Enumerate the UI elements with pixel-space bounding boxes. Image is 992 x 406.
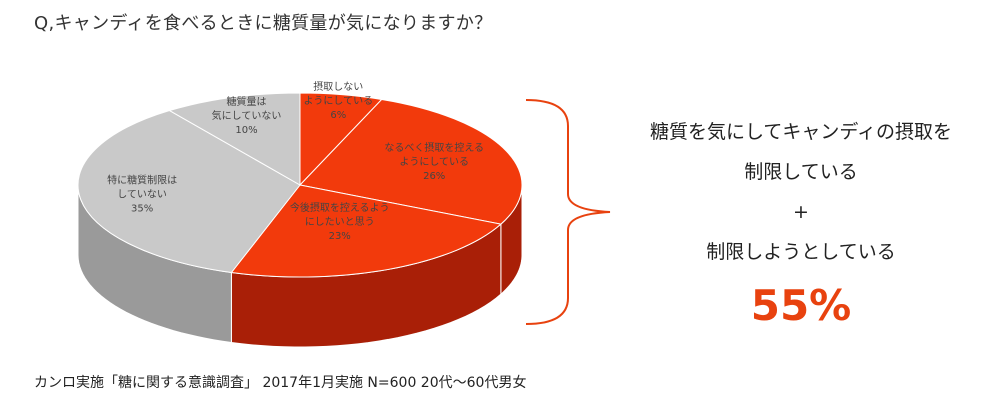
pie-slice-4 [168, 92, 301, 186]
summary-box: 糖質を気にしてキャンディの摂取を 制限している + 制限しようとしている 55% [626, 112, 976, 336]
pie-chart-svg: 摂取しないようにしている 6% なるべく摂取を控えるようにしている 26% 今後摂取を控… [77, 80, 523, 348]
source-note: カンロ実施「糖に関する意識調査」 2017年1月実施 N=600 20代～60代… [34, 375, 527, 391]
summary-line-3: 制限しようとしている [706, 241, 896, 263]
pie-slice-2 [230, 184, 502, 278]
pie-slice-3 [77, 110, 301, 274]
slice-label-2: 今後摂取を控えるようにしたいと思う 23% [290, 201, 390, 242]
slice-label-1: なるべく摂取を控えるようにしている 26% [384, 141, 484, 182]
summary-line-2: 制限している [744, 161, 858, 183]
summary-line-1: 糖質を気にしてキャンディの摂取を [649, 121, 953, 143]
pie-slice-1 [299, 98, 523, 225]
pie-chart: 摂取しないようにしている 6% なるべく摂取を控えるようにしている 26% 今後摂取を控… [60, 80, 540, 370]
slice-label-0: 摂取しないようにしている 6% [303, 80, 373, 121]
brace-bracket [525, 99, 611, 325]
slice-label-4: 糖質量は気にしていない 10% [212, 95, 282, 136]
summary-plus: + [793, 201, 809, 223]
question-title: Q,キャンディを食べるときに糖質量が気になりますか？ [34, 13, 493, 34]
slice-label-3: 特に糖質制限はしていない 35% [107, 173, 177, 214]
summary-total: 55% [750, 281, 852, 330]
